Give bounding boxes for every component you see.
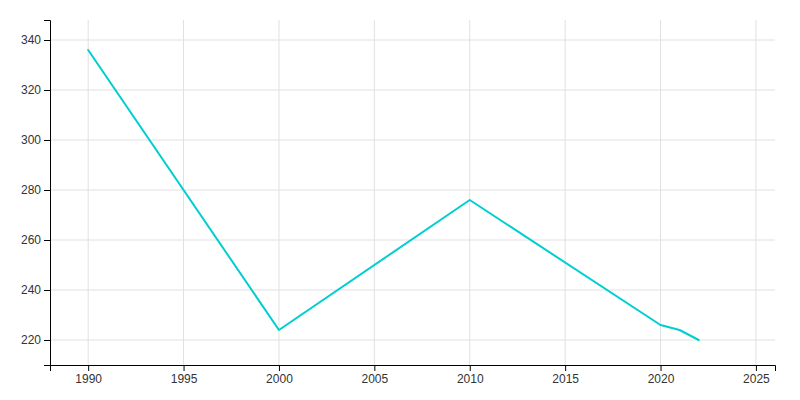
x-grid-line	[88, 20, 89, 365]
x-tick: 2005	[361, 365, 388, 386]
x-tick-mark	[184, 365, 185, 371]
x-tick-label: 2015	[552, 372, 579, 386]
y-tick-mark	[44, 90, 50, 91]
x-tick-label: 2020	[648, 372, 675, 386]
y-tick-label: 280	[21, 183, 41, 197]
x-grid-line	[469, 20, 470, 365]
y-grid-line	[50, 140, 775, 141]
marks	[88, 50, 699, 340]
x-tick: 1990	[75, 365, 102, 386]
y-tick-label: 300	[21, 133, 41, 147]
y-tick-label: 320	[21, 83, 41, 97]
y-grid-line	[50, 90, 775, 91]
y-tick-label: 220	[21, 333, 41, 347]
x-tick: 2025	[743, 365, 770, 386]
x-tick-label: 2025	[743, 372, 770, 386]
x-grid-line	[660, 20, 661, 365]
x-tick-mark	[279, 365, 280, 371]
x-grid-line	[278, 20, 279, 365]
x-tick-mark	[374, 365, 375, 371]
x-grid-line	[374, 20, 375, 365]
y-axis: 220 240 260 280 300 320 340	[21, 21, 51, 366]
x-tick-label: 2010	[457, 372, 484, 386]
x-tick-mark	[88, 365, 89, 371]
y-tick-mark	[44, 190, 50, 191]
x-tick: 2000	[266, 365, 293, 386]
y-grid-line	[50, 40, 775, 41]
x-axis-line	[51, 366, 776, 372]
x-tick: 2010	[457, 365, 484, 386]
x-tick: 2015	[552, 365, 579, 386]
x-grid-line	[565, 20, 566, 365]
y-tick-mark	[44, 290, 50, 291]
x-tick-label: 2000	[266, 372, 293, 386]
x-grid-line	[755, 20, 756, 365]
plot-area: 1990 1995 2000 2005 2010 2015 2020 2025 220 240 26…	[21, 20, 776, 386]
y-axis-line	[44, 21, 51, 366]
y-tick: 340	[21, 33, 50, 47]
y-tick: 240	[21, 283, 50, 297]
y-tick: 280	[21, 183, 50, 197]
x-tick: 1995	[171, 365, 198, 386]
chart-container: 1990 1995 2000 2005 2010 2015 2020 2025 220 240 26…	[0, 0, 800, 400]
y-tick-mark	[44, 140, 50, 141]
y-tick-label: 260	[21, 233, 41, 247]
x-tick: 2020	[648, 365, 675, 386]
y-grid-line	[50, 190, 775, 191]
y-grid-line	[50, 340, 775, 341]
x-tick-mark	[756, 365, 757, 371]
y-tick: 220	[21, 333, 50, 347]
x-tick-label: 2005	[361, 372, 388, 386]
y-tick: 300	[21, 133, 50, 147]
y-tick-mark	[44, 240, 50, 241]
y-tick: 260	[21, 233, 50, 247]
y-tick: 320	[21, 83, 50, 97]
y-tick-mark	[44, 340, 50, 341]
x-tick-label: 1995	[171, 372, 198, 386]
x-axis: 1990 1995 2000 2005 2010 2015 2020 2025	[51, 365, 776, 386]
y-tick-label: 240	[21, 283, 41, 297]
x-tick-mark	[565, 365, 566, 371]
chart-svg: 1990 1995 2000 2005 2010 2015 2020 2025 220 240 26…	[0, 0, 800, 400]
grid	[50, 20, 775, 365]
y-grid-line	[50, 290, 775, 291]
x-tick-mark	[470, 365, 471, 371]
y-tick-mark	[44, 40, 50, 41]
x-tick-mark	[661, 365, 662, 371]
x-grid-line	[183, 20, 184, 365]
x-tick-label: 1990	[75, 372, 102, 386]
y-tick-label: 340	[21, 33, 41, 47]
data-line	[88, 50, 699, 340]
